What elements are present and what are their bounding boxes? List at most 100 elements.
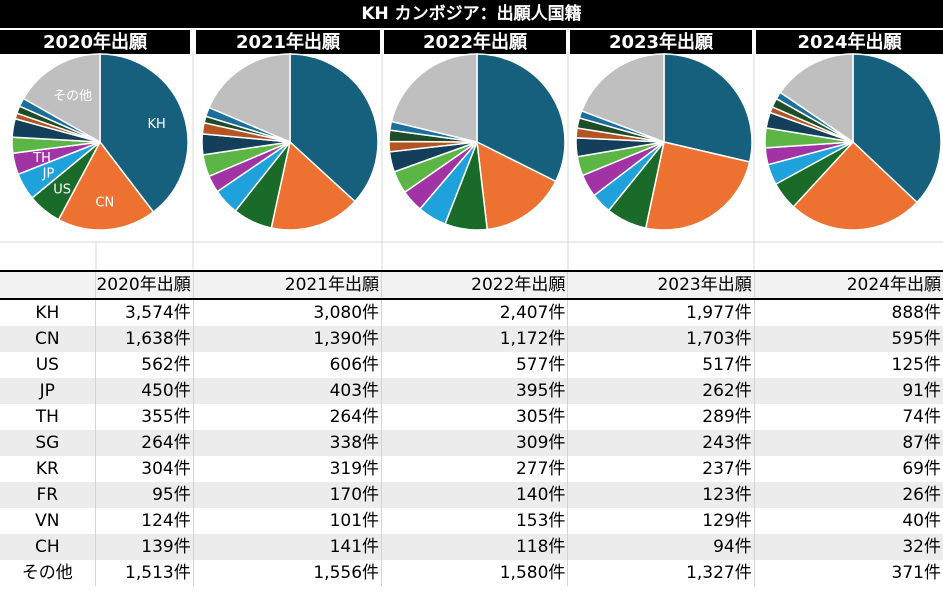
table-cell: 277件 <box>381 456 568 482</box>
pie-slice-2023年出願-その他 <box>580 53 665 144</box>
table-cell: 395件 <box>381 378 568 404</box>
table-cell: 1,977件 <box>567 299 755 326</box>
row-label: CH <box>0 534 96 560</box>
table-cell: 262件 <box>567 378 755 404</box>
table-cell: 129件 <box>567 508 755 534</box>
table-row: JP 450件 403件 395件 262件 91件 <box>0 378 943 404</box>
table-row: CN 1,638件 1,390件 1,172件 1,703件 595件 <box>0 326 943 352</box>
row-label: SG <box>0 430 96 456</box>
pie-label-US: US <box>53 182 71 197</box>
table-cell: 95件 <box>94 482 194 508</box>
col-header-2020: 2020年出願 <box>94 270 194 300</box>
table-cell: 355件 <box>94 404 194 430</box>
table-cell: 170件 <box>192 482 382 508</box>
pie-label-JP: JP <box>42 166 55 181</box>
table-cell: 309件 <box>381 430 568 456</box>
table-cell: 562件 <box>94 352 194 378</box>
row-label: KR <box>35 459 59 479</box>
table-cell: 1,556件 <box>192 560 382 586</box>
pie-slice-2022年出願-KH <box>476 53 566 183</box>
pie-slice-2020年出願-その他 <box>22 53 101 144</box>
col-header-2023: 2023年出願 <box>567 270 755 300</box>
pie-slice-2024年出願-CN <box>792 140 919 231</box>
pie-slice-2023年出願-CN <box>644 141 751 231</box>
table-cell: 305件 <box>381 404 568 430</box>
table-cell: 91件 <box>753 378 943 404</box>
table-cell: 74件 <box>753 404 943 430</box>
row-label: JP <box>0 378 96 404</box>
table-row: US 562件 606件 577件 517件 125件 <box>0 352 943 378</box>
table-row: KH 3,574件 3,080件 2,407件 1,977件 888件 <box>0 299 943 326</box>
row-label: その他 <box>21 563 73 583</box>
table-cell: 1,638件 <box>94 326 194 352</box>
table-cell: 40件 <box>753 508 943 534</box>
pie-slice-2024年出願-KH <box>852 53 942 204</box>
table-cell: 304件 <box>94 456 194 482</box>
pie-slice-2020年出願-CN <box>57 140 155 231</box>
pie-label-TH: TH <box>32 151 51 166</box>
table-cell: 141件 <box>192 534 382 560</box>
row-label: CN <box>0 326 96 352</box>
table-cell: 1,327件 <box>567 560 755 586</box>
year-header-2021: 2021年出願 <box>196 30 380 54</box>
table-row: VN 124件 101件 153件 129件 40件 <box>0 508 943 534</box>
pie-slice-2024年出願-その他 <box>779 53 854 144</box>
table-cell: 577件 <box>381 352 568 378</box>
table-cell: 264件 <box>192 404 382 430</box>
pie-slice-2021年出願-KH <box>289 53 379 203</box>
row-label: US <box>35 355 59 375</box>
table-cell: 606件 <box>192 352 382 378</box>
table-cell: 118件 <box>381 534 568 560</box>
table-row: TH 355件 264件 305件 289件 74件 <box>0 404 943 430</box>
col-header-2024: 2024年出願 <box>753 270 943 300</box>
pie-slice-2021年出願-CN <box>270 140 356 231</box>
row-label: KH <box>35 303 60 323</box>
row-label: VN <box>35 511 60 531</box>
table-cell: 94件 <box>567 534 755 560</box>
table-cell: 1,703件 <box>567 326 755 352</box>
year-header-2023: 2023年出願 <box>570 30 752 54</box>
table-cell: 139件 <box>94 534 194 560</box>
table-cell: 289件 <box>567 404 755 430</box>
table-cell: 26件 <box>753 482 943 508</box>
table-cell: 123件 <box>567 482 755 508</box>
table-row: CH 139件 141件 118件 94件 32件 <box>0 534 943 560</box>
chart-title: KH カンボジア：出願人国籍 <box>0 0 943 28</box>
col-header-2021: 2021年出願 <box>192 270 382 300</box>
table-cell: 101件 <box>192 508 382 534</box>
table-cell: 450件 <box>94 378 194 404</box>
col-header-2022: 2022年出願 <box>381 270 568 300</box>
row-label: FR <box>0 482 96 508</box>
table-row: KR 304件 319件 277件 237件 69件 <box>0 456 943 482</box>
row-label: TH <box>35 407 59 427</box>
table-cell: 2,407件 <box>381 299 568 326</box>
pie-label-その他: その他 <box>53 89 92 104</box>
table-cell: 319件 <box>192 456 382 482</box>
table-cell: 371件 <box>753 560 943 586</box>
pie-label-CN: CN <box>95 196 114 211</box>
year-header-2020: 2020年出願 <box>0 30 190 54</box>
table-cell: 338件 <box>192 430 382 456</box>
table-cell: 595件 <box>753 326 943 352</box>
pie-slice-2020年出願-KH <box>99 53 189 214</box>
pie-slice-2023年出願-KH <box>663 53 753 163</box>
table-cell: 124件 <box>94 508 194 534</box>
pie-label-KH: KH <box>148 117 166 132</box>
table-cell: 87件 <box>753 430 943 456</box>
table-row: SG 264件 338件 309件 243件 87件 <box>0 430 943 456</box>
pie-slice-2022年出願-その他 <box>390 53 478 143</box>
table-cell: 32件 <box>753 534 943 560</box>
table-cell: 1,580件 <box>381 560 568 586</box>
data-table: 2020年出願 2021年出願 2022年出願 2023年出願 2024年出願 … <box>0 270 943 586</box>
table-row: その他 1,513件 1,556件 1,580件 1,327件 371件 <box>0 560 943 586</box>
year-header-2024: 2024年出願 <box>756 30 943 54</box>
table-cell: 888件 <box>753 299 943 326</box>
table-cell: 125件 <box>753 352 943 378</box>
pie-slice-2022年出願-CN <box>476 140 557 231</box>
table-cell: 237件 <box>567 456 755 482</box>
table-cell: 1,390件 <box>192 326 382 352</box>
table-cell: 1,172件 <box>381 326 568 352</box>
table-cell: 140件 <box>381 482 568 508</box>
table-cell: 69件 <box>753 456 943 482</box>
